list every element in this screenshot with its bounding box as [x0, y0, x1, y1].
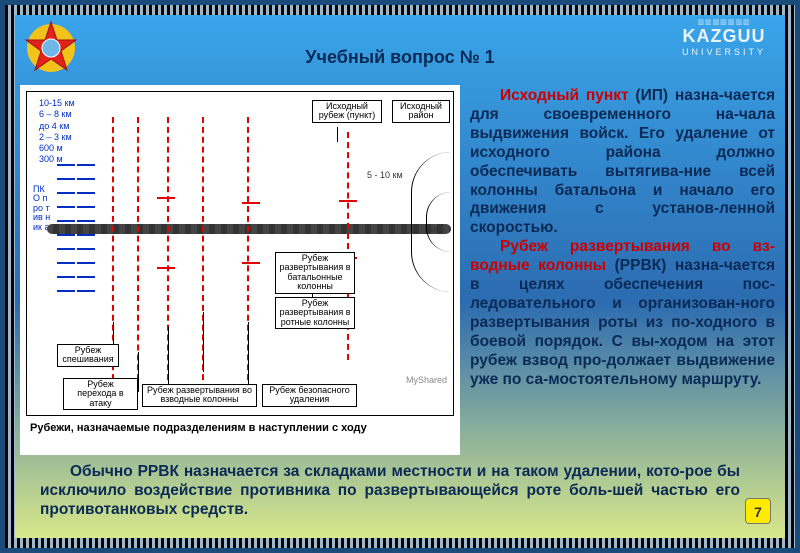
diagram-canvas: 10-15 км 6 – 8 км до 4 км 2 – 3 км 600 м…: [26, 91, 454, 416]
lbl-spesh: Рубеж спешивания: [57, 344, 119, 367]
dist-label: 5 - 10 км: [367, 170, 403, 180]
greek-border: ▥▥▥▥▥▥▥ KAZGUU UNIVERSITY Учебный вопрос…: [5, 5, 795, 548]
red-tick: [339, 200, 357, 202]
lbl-rot: Рубеж развертывания в ротные колонны: [275, 297, 355, 329]
scale-item: 2 – 3 км: [39, 132, 75, 143]
paragraph-1: (ИП) назна-чается для своевременного на-…: [470, 87, 775, 236]
tag-start-area: Исходный район: [392, 100, 450, 123]
page-number-badge: 7: [745, 498, 771, 524]
scale-item: 600 м: [39, 143, 75, 154]
outer-border: ▥▥▥▥▥▥▥ KAZGUU UNIVERSITY Учебный вопрос…: [0, 0, 800, 553]
lbl-attack: Рубеж перехода в атаку: [63, 378, 138, 410]
leader-line: [248, 322, 249, 387]
msb-label: мсб: [429, 224, 445, 234]
red-tick: [242, 202, 260, 204]
lbl-vzvod: Рубеж развертывания во взводные колонны: [142, 384, 257, 407]
watermark: MyShared: [406, 375, 447, 385]
leader-line: [138, 352, 139, 392]
scale-item: 10-15 км: [39, 98, 75, 109]
lbl-bat: Рубеж развертывания в батальонные колонн…: [275, 252, 355, 294]
term-1: Исходный пункт: [500, 87, 629, 104]
distance-scale: 10-15 км 6 – 8 км до 4 км 2 – 3 км 600 м…: [39, 98, 75, 166]
paragraph-2: (РРВК) назна-чается в целях обеспечения …: [470, 257, 775, 387]
diagram-panel: 10-15 км 6 – 8 км до 4 км 2 – 3 км 600 м…: [20, 85, 460, 455]
university-name: KAZGUU: [669, 26, 779, 47]
red-line: [137, 117, 139, 390]
paragraph-3-text: Обычно РРВК назначается за складками мес…: [40, 463, 740, 518]
lbl-bezop: Рубеж безопасного удаления: [262, 384, 357, 407]
tag-start-line: Исходный рубеж (пункт): [312, 100, 382, 123]
red-tick: [157, 267, 175, 269]
paragraph-3: Обычно РРВК назначается за складками мес…: [40, 463, 740, 520]
red-tick: [157, 197, 175, 199]
diagram-caption: Рубежи, назначаемые подразделениям в нас…: [26, 416, 454, 434]
scale-item: 6 – 8 км: [39, 109, 75, 120]
scale-item: до 4 км: [39, 121, 75, 132]
leader-line: [337, 127, 338, 142]
slide-body: ▥▥▥▥▥▥▥ KAZGUU UNIVERSITY Учебный вопрос…: [15, 15, 785, 538]
red-tick: [242, 262, 260, 264]
leader-line: [203, 312, 204, 372]
leader-line: [168, 327, 169, 387]
terrain-line: [47, 224, 451, 234]
building-icon: ▥▥▥▥▥▥▥: [669, 18, 779, 26]
text-column: Исходный пункт (ИП) назна-чается для сво…: [470, 87, 775, 390]
slide-title: Учебный вопрос № 1: [15, 47, 785, 68]
